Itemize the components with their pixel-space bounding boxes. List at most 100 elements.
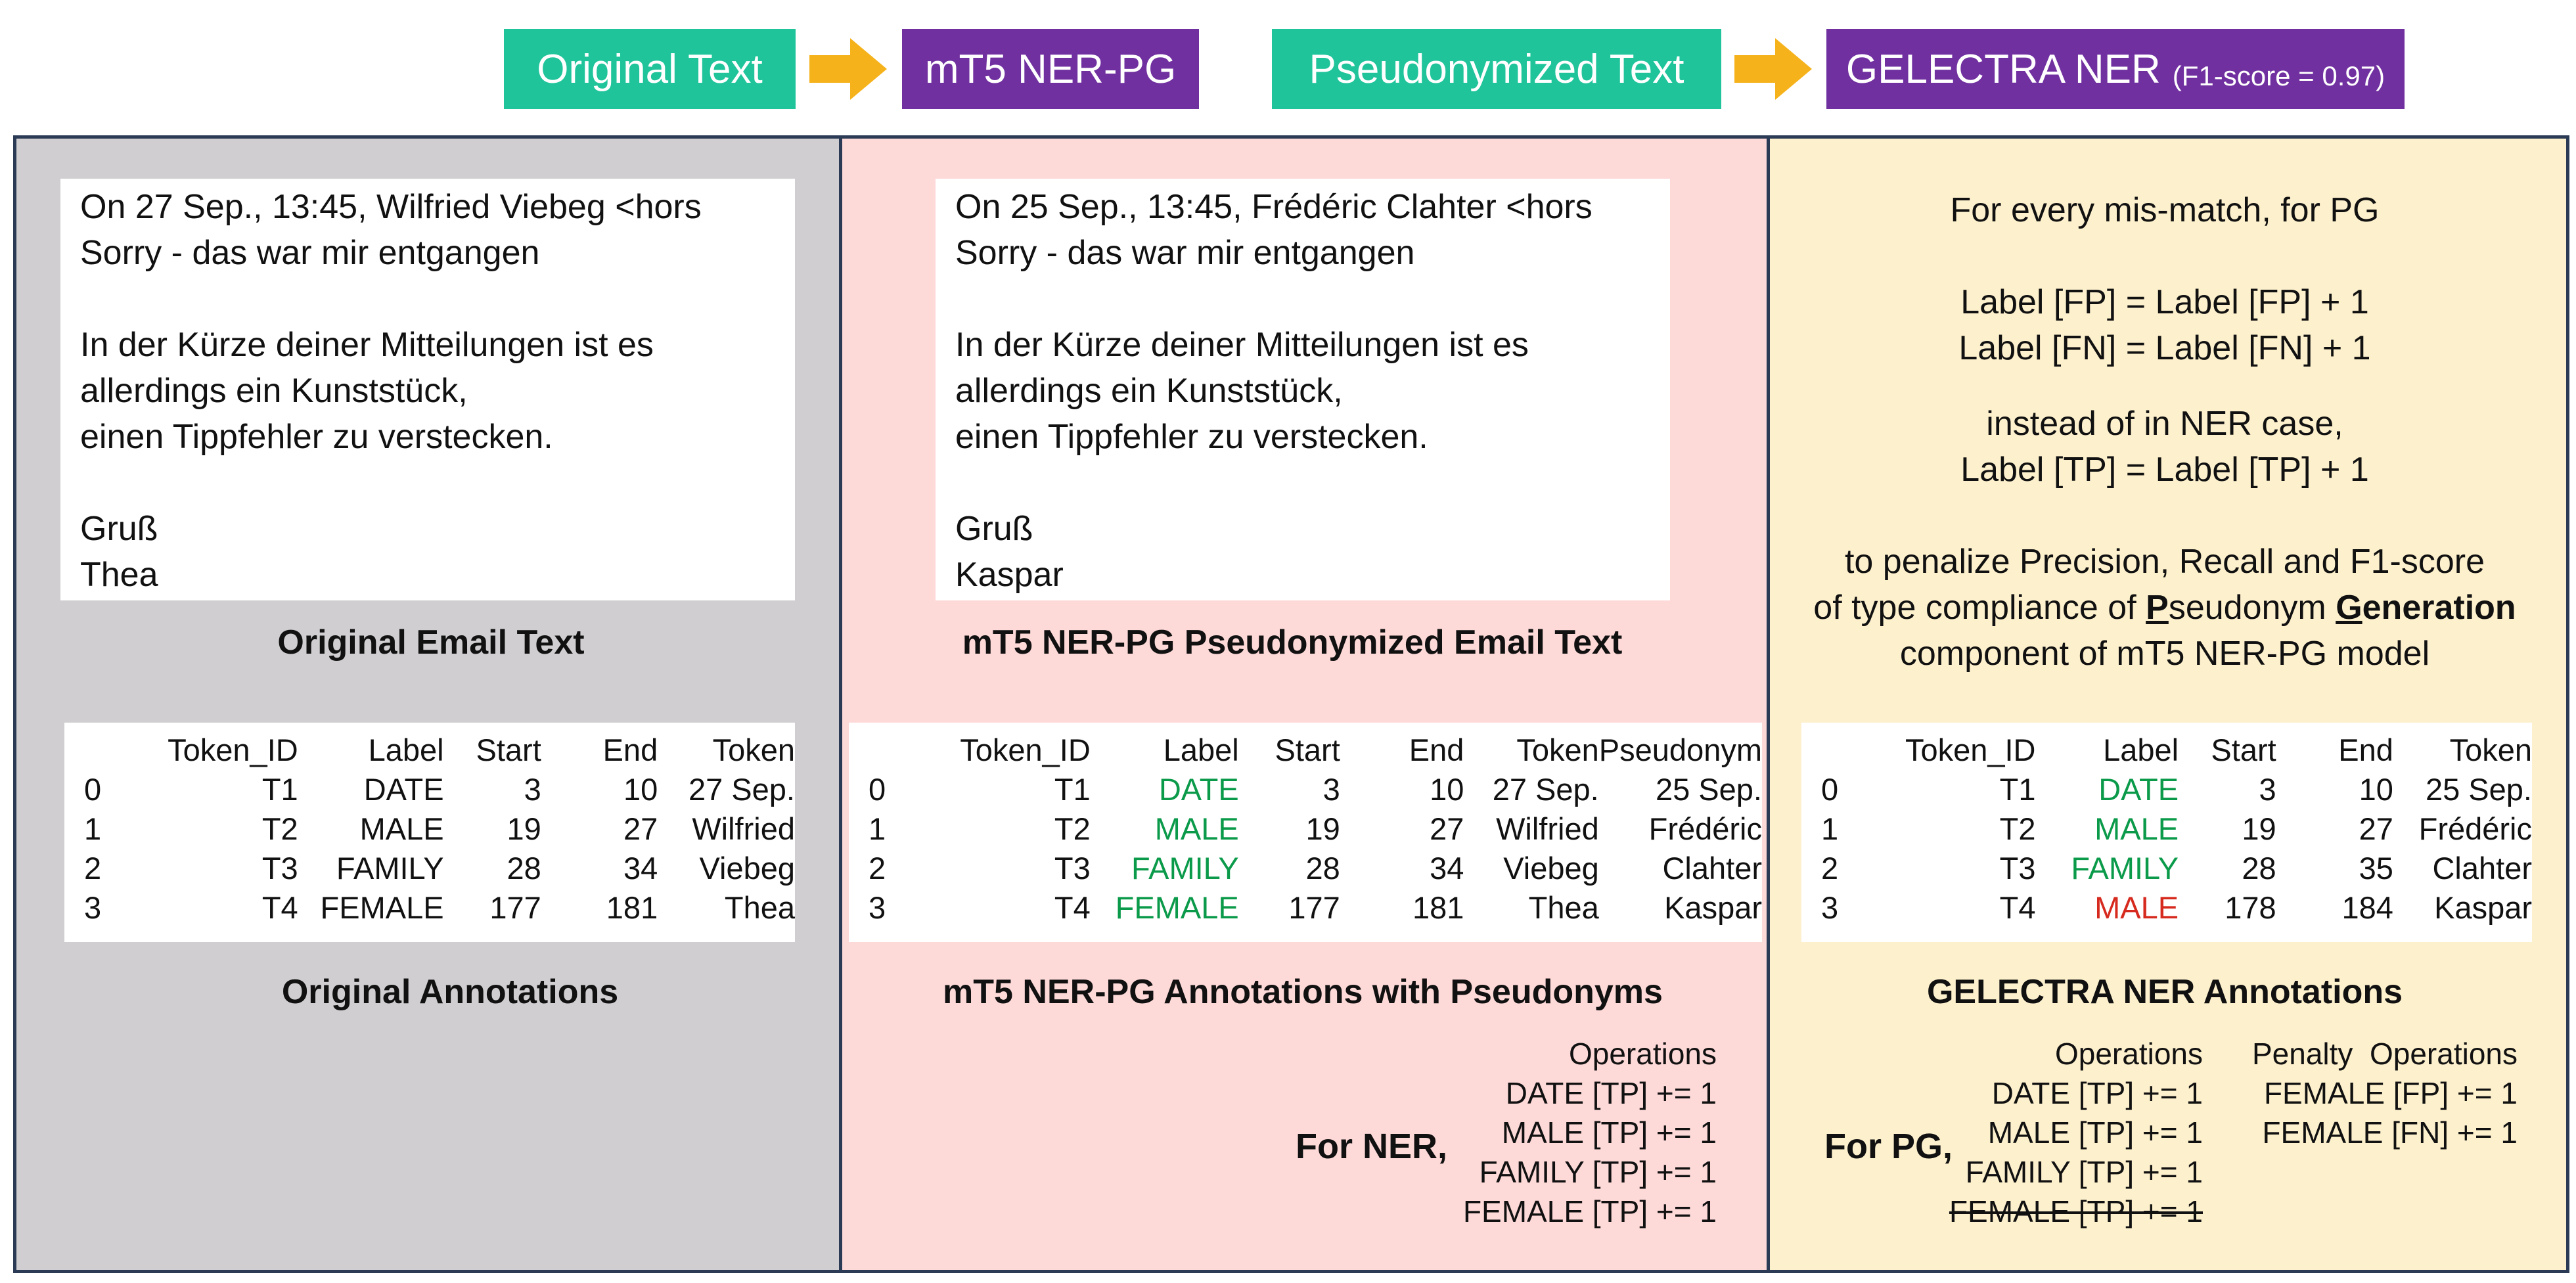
header-cell — [869, 731, 894, 770]
table-cell: FAMILY — [336, 851, 444, 886]
table-header-row: Token_ID Label Start End Token — [1821, 731, 2532, 770]
type-compliance-text: of type compliance of Pseudonym Generati… — [1767, 588, 2563, 627]
table-cell: T2 — [261, 811, 298, 846]
table-row: 0 T1 DATE 3 10 27 Sep. — [84, 770, 795, 809]
header-cell: Token — [1516, 732, 1599, 767]
table-cell: T1 — [1054, 772, 1091, 807]
penalty-operation-line: FEMALE [FN] += 1 — [2262, 1115, 2518, 1150]
penalty-operation-line: FEMALE [FP] += 1 — [2263, 1076, 2518, 1110]
email-line: Sorry - das war mir entgangen — [80, 234, 540, 272]
operations-header: Operations — [1568, 1037, 1717, 1071]
component-text: component of mT5 NER-PG model — [1899, 635, 2430, 673]
table-cell: 177 — [1288, 890, 1340, 925]
header-cell — [84, 731, 108, 770]
pseudonymized-email-caption: mT5 NER-PG Pseudonymized Email Text — [962, 623, 1623, 662]
flow-step-label: Original Text — [537, 46, 763, 92]
for-ner-label: For NER, — [1296, 1127, 1448, 1166]
gelectra-annotations-table: Token_ID Label Start End Token 0 T1 DATE… — [1801, 723, 2532, 942]
label-cell-correct: DATE — [1158, 772, 1239, 807]
email-line: On 27 Sep., 13:45, Wilfried Viebeg <hors — [80, 188, 702, 226]
table-cell: 34 — [1430, 851, 1464, 886]
original-email-caption: Original Email Text — [277, 623, 585, 662]
pg-rule-fp: Label [FP] = Label [FP] + 1 — [1960, 283, 2369, 321]
table-cell: Frédéric — [2418, 811, 2532, 846]
table-cell: 28 — [1305, 851, 1340, 886]
table-row: 1 T2 MALE 19 27 Wilfried — [84, 809, 795, 849]
penalize-text: to penalize Precision, Recall and F1-sco… — [1844, 543, 2485, 581]
table-header-row: Token_ID Label Start End Token Pseudonym — [869, 731, 1762, 770]
label-cell-correct: MALE — [1154, 811, 1239, 846]
table-row: 2 T3 FAMILY 28 35 Clahter — [1821, 849, 2532, 888]
emphasis-word: eneration — [2362, 589, 2516, 627]
table-cell: T3 — [1999, 851, 2036, 886]
table-row: 3 T4 FEMALE 177 181 Thea Kaspar — [869, 888, 1762, 928]
table-cell: 25 Sep. — [2425, 772, 2532, 807]
header-cell: Token_ID — [960, 732, 1091, 767]
header-cell: End — [602, 732, 658, 767]
table-cell: T3 — [261, 851, 298, 886]
flow-step-pseudonymized-text: Pseudonymized Text — [1272, 29, 1721, 109]
table-cell: Kaspar — [2434, 890, 2532, 925]
email-line: In der Kürze deiner Mitteilungen ist es — [955, 326, 1529, 364]
original-annotations-caption: Original Annotations — [281, 973, 619, 1011]
email-line: einen Tippfehler zu verstecken. — [955, 418, 1428, 456]
pseudonym-annotations-table: Token_ID Label Start End Token Pseudonym… — [849, 723, 1762, 942]
table-row: 1 T2 MALE 19 27 Wilfried Frédéric — [869, 809, 1762, 849]
arrow-right-icon — [809, 38, 887, 100]
flow-step-label: Pseudonymized Text — [1309, 46, 1684, 92]
gelectra-annotations-caption: GELECTRA NER Annotations — [1926, 973, 2403, 1011]
table-cell: 2 — [1821, 851, 1839, 886]
table-row: 0 T1 DATE 3 10 25 Sep. — [1821, 770, 2532, 809]
operation-line-struck: FEMALE [TP] += 1 — [1949, 1194, 2203, 1228]
operation-line: FAMILY [TP] += 1 — [1479, 1155, 1717, 1189]
table-cell: 19 — [1305, 811, 1340, 846]
table-cell: 35 — [2359, 851, 2393, 886]
text-part: seudonym — [2168, 589, 2336, 627]
table-cell: 27 — [2359, 811, 2393, 846]
table-cell: T1 — [261, 772, 298, 807]
emphasis-letter: P — [2146, 589, 2169, 627]
flow-step-gelectra-ner: GELECTRA NER (F1-score = 0.97) — [1826, 29, 2405, 109]
operation-line: FEMALE [TP] += 1 — [1462, 1194, 1717, 1228]
table-cell: 181 — [606, 890, 658, 925]
table-cell: MALE — [359, 811, 444, 846]
ner-rule-tp: Label [TP] = Label [TP] + 1 — [1960, 451, 2369, 489]
table-cell: T4 — [1999, 890, 2036, 925]
table-cell: 27 Sep. — [1492, 772, 1599, 807]
table-cell: 181 — [1412, 890, 1464, 925]
header-cell: Start — [476, 732, 541, 767]
email-line: einen Tippfehler zu verstecken. — [80, 418, 553, 456]
original-annotations-table: Token_ID Label Start End Token 0 T1 DATE… — [64, 723, 795, 942]
header-cell: Label — [368, 732, 444, 767]
pseudonymized-email-text: On 25 Sep., 13:45, Frédéric Clahter <hor… — [936, 179, 1670, 600]
table-cell: Clahter — [2432, 851, 2532, 886]
table-cell: 28 — [2242, 851, 2276, 886]
text-part: of type compliance of — [1813, 589, 2146, 627]
header-cell: Pseudonym — [1598, 732, 1762, 767]
emphasis-letter: G — [2336, 589, 2362, 627]
header-cell: Label — [2103, 732, 2179, 767]
pg-rule-fn: Label [FN] = Label [FN] + 1 — [1958, 329, 2371, 367]
header-cell: Start — [2211, 732, 2276, 767]
flow-step-mt5-ner-pg: mT5 NER-PG — [902, 29, 1199, 109]
table-cell: 27 — [1430, 811, 1464, 846]
for-pg-label: For PG, — [1824, 1127, 1953, 1166]
table-cell: 28 — [507, 851, 541, 886]
table-cell: 2 — [869, 851, 886, 886]
operation-line: DATE [TP] += 1 — [1991, 1076, 2203, 1110]
table-cell: 3 — [1322, 772, 1340, 807]
table-cell: 27 Sep. — [688, 772, 795, 807]
flow-step-original-text: Original Text — [504, 29, 796, 109]
header-cell: Token — [712, 732, 795, 767]
table-cell: Thea — [724, 890, 795, 925]
penalty-operations-header: Penalty Operations — [2251, 1037, 2518, 1071]
table-cell: 3 — [84, 890, 102, 925]
ner-case-intro: instead of in NER case, — [1986, 405, 2343, 443]
operation-line: MALE [TP] += 1 — [1987, 1115, 2203, 1150]
table-cell: T4 — [1054, 890, 1091, 925]
flow-step-label: mT5 NER-PG — [924, 46, 1177, 92]
table-cell: T2 — [1999, 811, 2036, 846]
table-cell: DATE — [363, 772, 444, 807]
label-cell-correct: FAMILY — [1131, 851, 1239, 886]
table-cell: Clahter — [1662, 851, 1762, 886]
